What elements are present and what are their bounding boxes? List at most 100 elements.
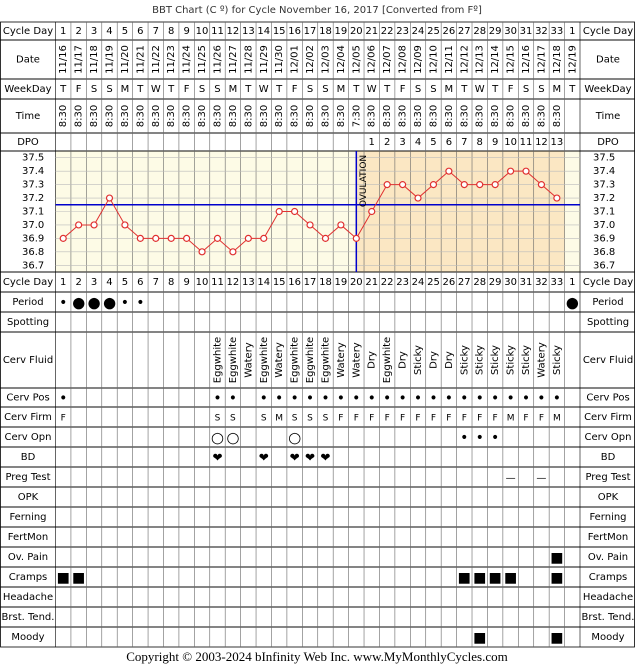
times-label: 8:30	[243, 105, 254, 127]
observation-mark: Dry	[367, 351, 378, 369]
cycle-day-label: 10	[196, 277, 209, 288]
dates-label: 12/07	[382, 45, 393, 74]
observation-mark: Watery	[536, 342, 547, 378]
cycle_days-label: 27	[458, 26, 471, 37]
cycle-day-label: 26	[443, 277, 456, 288]
observation-mark: Sticky	[459, 345, 470, 375]
temp-point	[59, 234, 67, 242]
observation-mark: Eggwhite	[320, 337, 331, 383]
cycle_days-label: 15	[273, 26, 286, 37]
dates-label: 12/11	[444, 45, 455, 74]
times-label: 8:30	[197, 105, 208, 127]
weekdays-label: S	[523, 84, 529, 95]
observation-mark: ❤	[290, 451, 300, 465]
temp-point	[460, 181, 468, 189]
times-label: 8:30	[290, 105, 301, 127]
observation-mark: Eggwhite	[305, 337, 316, 383]
observation-mark: F	[477, 414, 482, 424]
observation-mark: F	[539, 414, 544, 424]
times-label: 7:30	[351, 105, 362, 127]
weekdays-label: W	[259, 84, 269, 95]
cycle-day-label: 7	[153, 277, 159, 288]
cycle_days-label: 6	[137, 26, 143, 37]
y-tick-label: 36.7	[22, 260, 44, 271]
y-tick-label: 37.4	[22, 166, 44, 177]
times-label: 8:30	[135, 105, 146, 127]
row-label-right: Ferning	[589, 512, 626, 523]
dpo-label: 5	[430, 137, 436, 148]
y-tick-label-right: 36.8	[593, 247, 615, 258]
dates-label: 11/20	[120, 45, 131, 74]
temp-point	[445, 167, 453, 175]
observation-mark: •	[491, 391, 499, 407]
y-tick-label-right: 37.1	[593, 207, 615, 218]
weekdays-label: F	[400, 84, 406, 95]
row-label-right: Cycle Day	[583, 277, 633, 288]
observation-mark: •	[537, 391, 545, 407]
dates-label: 11/29	[259, 45, 270, 74]
weekdays-label: T	[167, 84, 175, 95]
dpo-label: 1	[369, 137, 375, 148]
observation-mark: Watery	[351, 342, 362, 378]
observation-mark: S	[230, 414, 236, 424]
observation-mark: F	[354, 414, 359, 424]
row-label-right: Cycle Day	[583, 26, 633, 37]
dpo-label: 13	[550, 137, 563, 148]
temp-point	[429, 181, 438, 189]
observation-mark: F	[493, 414, 498, 424]
weekdays-label: F	[292, 84, 298, 95]
times-label: 8:30	[444, 105, 455, 127]
cycle_days-label: 20	[350, 26, 363, 37]
observation-mark: •	[445, 391, 453, 407]
dpo-label: 9	[492, 137, 498, 148]
dates-label: 12/19	[567, 45, 578, 74]
observation-mark: F	[523, 414, 528, 424]
observation-mark: M	[275, 414, 283, 424]
row-label-right: BD	[601, 452, 616, 463]
observation-mark: ●	[566, 294, 579, 312]
times-label: 8:30	[74, 105, 85, 127]
weekdays-label: S	[322, 84, 328, 95]
observation-mark: Eggwhite	[212, 337, 223, 383]
times-label: 8:30	[490, 105, 501, 127]
dates-label: 11/18	[89, 45, 100, 74]
cycle-day-label: 9	[183, 277, 189, 288]
dates-label: 12/14	[490, 45, 501, 74]
cycle_days-label: 2	[75, 26, 81, 37]
temp-point	[136, 234, 144, 242]
cycle_days-label: 14	[257, 26, 270, 37]
cycle_days-label: 9	[183, 26, 189, 37]
observation-mark: Eggwhite	[228, 337, 239, 383]
weekdays-label: T	[244, 84, 252, 95]
observation-mark: •	[306, 391, 314, 407]
dpo-label: 6	[446, 137, 452, 148]
times-label: 8:30	[367, 105, 378, 127]
dates-label: 11/23	[166, 45, 177, 74]
times-label: 8:30	[521, 105, 532, 127]
y-tick-label-right: 37.3	[593, 180, 615, 191]
observation-mark: F	[61, 414, 66, 424]
observation-mark: S	[307, 414, 313, 424]
cycle-day-label: 24	[412, 277, 425, 288]
dpo-label: 11	[520, 137, 533, 148]
weekdays-label: S	[106, 84, 112, 95]
row-label-right: Cerv Pos	[586, 393, 629, 404]
cycle_days-label: 5	[122, 26, 128, 37]
times-label: 8:30	[336, 105, 347, 127]
cycle-day-label: 12	[227, 277, 240, 288]
weekdays-label: F	[184, 84, 190, 95]
cycle-day-label: 1	[60, 277, 66, 288]
observation-mark: ■	[489, 570, 502, 586]
weekdays-label: S	[538, 84, 544, 95]
row-label-right: Moody	[591, 632, 624, 643]
temp-point	[275, 207, 283, 216]
cycle_days-label: 21	[365, 26, 378, 37]
observation-mark: ❤	[212, 451, 222, 465]
times-label: 8:30	[120, 105, 131, 127]
row-label: Date	[16, 55, 40, 66]
cycle_days-label: 1	[60, 26, 66, 37]
observation-mark: •	[491, 430, 499, 446]
cycle_days-label: 7	[153, 26, 159, 37]
row-label: Cycle Day	[3, 277, 53, 288]
